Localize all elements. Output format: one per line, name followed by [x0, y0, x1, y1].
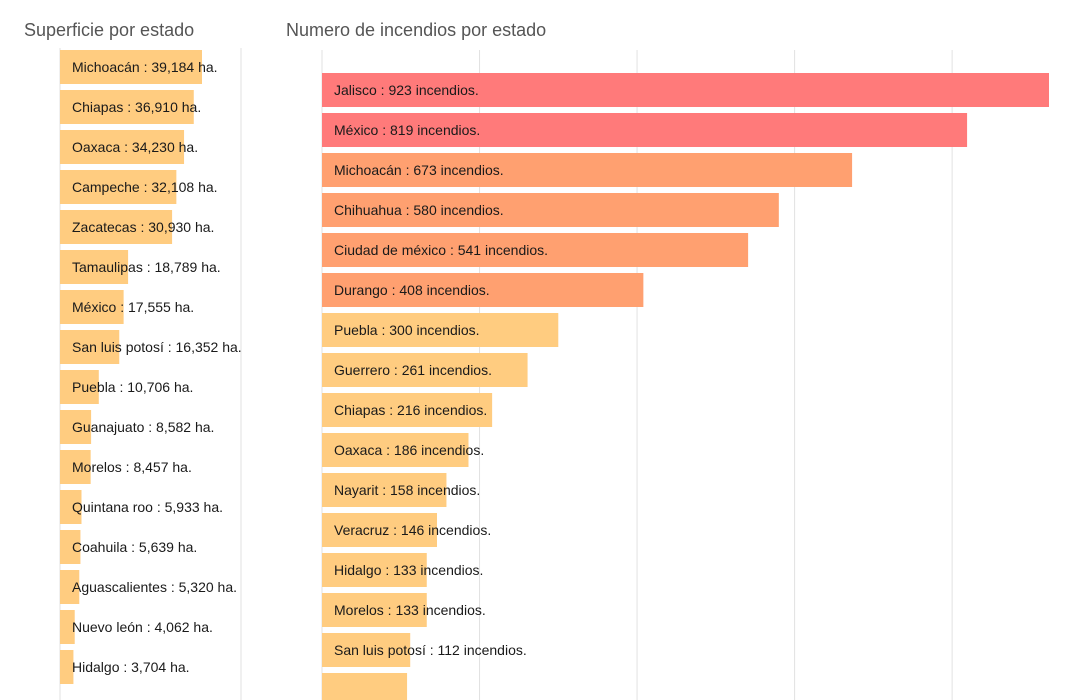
bar [322, 73, 1049, 107]
bar-label: Chiapas : 216 incendios. [334, 402, 487, 418]
bar-label: Coahuila : 5,639 ha. [72, 539, 197, 555]
bar [322, 113, 968, 147]
bar [60, 250, 129, 284]
bar-label: Zacatecas : 30,930 ha. [72, 219, 214, 235]
bar-label: San luis potosí : 112 incendios. [334, 642, 527, 658]
bar-label: Morelos : 8,457 ha. [72, 459, 192, 475]
bar-label: Tamaulipas : 18,789 ha. [72, 259, 221, 275]
bar-label: Oaxaca : 186 incendios. [334, 442, 484, 458]
bar [322, 233, 749, 267]
bar-label: Ciudad de méxico : 541 incendios. [334, 242, 548, 258]
bar [322, 553, 427, 587]
bar-label: Nayarit : 158 incendios. [334, 482, 480, 498]
bar-label: Durango : 408 incendios. [334, 282, 490, 298]
bar [322, 313, 559, 347]
bar-label: Guanajuato : 8,582 ha. [72, 419, 214, 435]
bar-label: Guerrero : 261 incendios. [334, 362, 492, 378]
bar-label: Nuevo león : 4,062 ha. [72, 619, 213, 635]
bar-label: Quintana roo : 5,933 ha. [72, 499, 223, 515]
bar-label: Veracruz : 146 incendios. [334, 522, 491, 538]
bar [322, 193, 779, 227]
bar-label: Jalisco : 923 incendios. [334, 82, 479, 98]
bar-label: Michoacán : 39,184 ha. [72, 59, 218, 75]
bar [60, 330, 120, 364]
bar [322, 353, 528, 387]
bar-partial [322, 673, 408, 700]
bar-label: Campeche : 32,108 ha. [72, 179, 218, 195]
bar [60, 650, 74, 684]
bar [322, 393, 493, 427]
bar-label: Chiapas : 36,910 ha. [72, 99, 201, 115]
bar [60, 290, 124, 324]
bar [60, 130, 185, 164]
bar-label: México : 17,555 ha. [72, 299, 194, 315]
bar-label: Puebla : 10,706 ha. [72, 379, 193, 395]
bar-label: Morelos : 133 incendios. [334, 602, 486, 618]
bar [322, 273, 644, 307]
bar [60, 170, 177, 204]
bar [60, 370, 99, 404]
bar-label: Michoacán : 673 incendios. [334, 162, 504, 178]
bar-label: Aguascalientes : 5,320 ha. [72, 579, 237, 595]
bar [322, 153, 853, 187]
bar-label: México : 819 incendios. [334, 122, 480, 138]
bar [60, 90, 194, 124]
bar [60, 450, 91, 484]
bar-label: San luis potosí : 16,352 ha. [72, 339, 242, 355]
chart-title-incendios: Numero de incendios por estado [286, 20, 547, 40]
bar [60, 50, 202, 84]
bar [322, 633, 411, 667]
bar-label: Hidalgo : 3,704 ha. [72, 659, 190, 675]
bar [322, 473, 447, 507]
bar [60, 490, 82, 524]
bar-label: Oaxaca : 34,230 ha. [72, 139, 198, 155]
bar [60, 610, 75, 644]
bar [60, 570, 80, 604]
bar [322, 513, 437, 547]
bar-label: Puebla : 300 incendios. [334, 322, 480, 338]
bar [322, 433, 469, 467]
bar-label: Chihuahua : 580 incendios. [334, 202, 504, 218]
bar-label: Hidalgo : 133 incendios. [334, 562, 483, 578]
bar [60, 210, 173, 244]
bar-chart-superficie: Michoacán : 39,184 ha. Chiapas : 36,910 h… [59, 48, 242, 700]
chart-title-superficie: Superficie por estado [24, 20, 195, 40]
bar [322, 593, 427, 627]
bar [60, 530, 81, 564]
bar [60, 410, 92, 444]
